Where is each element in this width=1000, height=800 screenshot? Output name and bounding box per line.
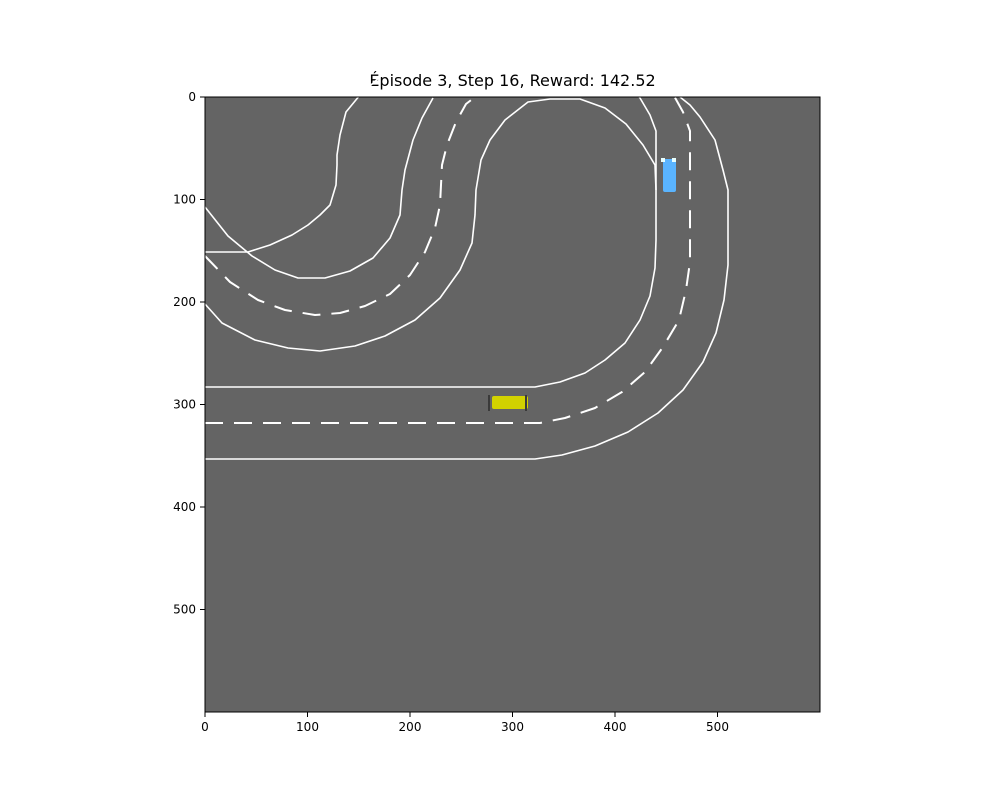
upper-inner-boundary	[204, 98, 657, 352]
x-tick-label: 400	[604, 720, 627, 734]
y-tick-label: 200	[173, 295, 196, 309]
x-tick-label: 200	[399, 720, 422, 734]
agent-car-body	[492, 396, 528, 409]
other-car	[661, 158, 676, 192]
upper-center-line	[204, 96, 476, 316]
y-tick-label: 400	[173, 500, 196, 514]
track-upper-curve	[204, 96, 657, 352]
agent-car	[488, 395, 528, 411]
x-axis: 0 100 200 300 400 500	[201, 712, 729, 734]
upper-outer-boundary	[204, 97, 434, 279]
track	[205, 43, 729, 460]
other-car-headlight-right	[672, 158, 676, 162]
episode-title: Épisode 3, Step 16, Reward: 142.52	[369, 71, 656, 90]
other-car-headlight-left	[661, 158, 665, 162]
plot-area	[204, 43, 821, 713]
other-car-body	[663, 159, 676, 192]
x-tick-label: 500	[706, 720, 729, 734]
y-tick-label: 300	[173, 398, 196, 412]
y-tick-label: 100	[173, 193, 196, 207]
track-inner-boundary	[205, 96, 729, 460]
x-tick-label: 300	[501, 720, 524, 734]
cars	[488, 158, 676, 411]
y-axis: 0 100 200 300 400 500	[173, 90, 205, 617]
y-tick-label: 0	[188, 90, 196, 104]
y-tick-label: 500	[173, 603, 196, 617]
track-center-line	[205, 43, 691, 424]
x-tick-label: 0	[201, 720, 209, 734]
x-tick-label: 100	[296, 720, 319, 734]
